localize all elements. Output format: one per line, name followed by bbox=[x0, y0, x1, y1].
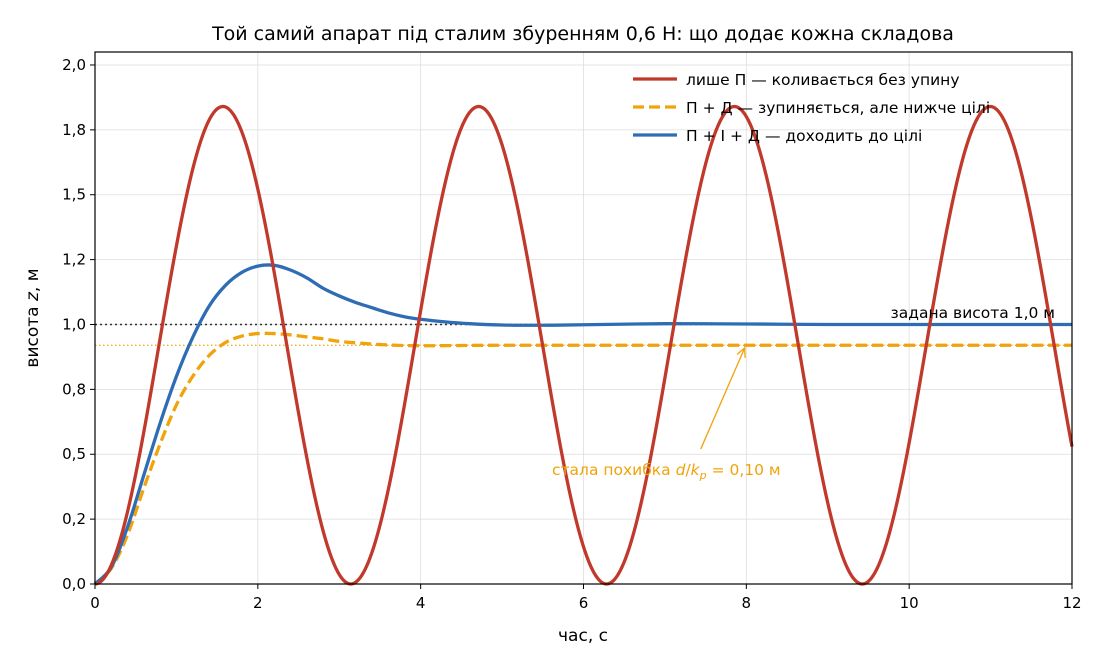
x-axis-label: час, с bbox=[558, 626, 608, 646]
y-tick-label: 1,5 bbox=[62, 186, 86, 204]
y-tick-label: 1,0 bbox=[62, 315, 86, 333]
y-tick-label: 1,8 bbox=[62, 121, 86, 139]
y-tick-label: 2,0 bbox=[62, 56, 86, 74]
steady-state-error-annotation: стала похибка d/kp = 0,10 м bbox=[552, 346, 781, 482]
annotation-slash: / bbox=[685, 461, 691, 479]
x-tick-label: 0 bbox=[90, 594, 100, 612]
x-tick-label: 12 bbox=[1062, 594, 1081, 612]
legend-label-pid: П + І + Д — доходить до цілі bbox=[686, 127, 922, 145]
x-tick-label: 6 bbox=[579, 594, 589, 612]
x-tick-label: 2 bbox=[253, 594, 263, 612]
series-p-only bbox=[94, 104, 1074, 586]
chart-title: Той самий апарат під сталим збуренням 0,… bbox=[211, 23, 954, 45]
x-tick-label: 4 bbox=[416, 594, 426, 612]
reference-lines bbox=[95, 323, 1072, 346]
annotation-value: = 0,10 м bbox=[707, 461, 781, 479]
annotation-arrow-line bbox=[700, 347, 746, 450]
legend-label-pd: П + Д — зупиняється, але нижче цілі bbox=[686, 99, 990, 117]
legend-label-p: лише П — коливається без упину bbox=[686, 71, 960, 89]
legend: лише П — коливається без упину П + Д — з… bbox=[633, 71, 990, 145]
y-axis-label-suffix: , м bbox=[23, 268, 43, 292]
x-tick-label: 10 bbox=[900, 594, 919, 612]
y-axis-label: висота z, м bbox=[23, 268, 43, 367]
annotation-label: стала похибка d/kp = 0,10 м bbox=[552, 461, 781, 482]
target-height-label: задана висота 1,0 м bbox=[891, 304, 1055, 322]
series-pd bbox=[93, 331, 1072, 586]
axis-ticks: 0 2 4 6 8 10 12 0,0 0,2 0,5 0,8 1,0 1,2 1,5 1,8 2,0 bbox=[62, 56, 1081, 612]
series-lines bbox=[93, 104, 1074, 586]
y-axis-label-var: z bbox=[23, 291, 43, 302]
y-tick-label: 1,2 bbox=[62, 251, 86, 269]
annotation-prefix: стала похибка bbox=[552, 461, 676, 479]
y-tick-label: 0,8 bbox=[62, 380, 86, 398]
y-axis-label-prefix: висота bbox=[23, 301, 43, 368]
series-pid bbox=[93, 263, 1072, 586]
annotation-d: d bbox=[676, 461, 686, 479]
y-tick-label: 0,2 bbox=[62, 510, 86, 528]
annotation-arrow-head bbox=[736, 346, 746, 358]
annotation-k-sub: p bbox=[699, 469, 707, 482]
x-tick-label: 8 bbox=[742, 594, 752, 612]
annotation-k: k bbox=[691, 461, 701, 479]
y-tick-label: 0,0 bbox=[62, 575, 86, 593]
y-tick-label: 0,5 bbox=[62, 445, 86, 463]
